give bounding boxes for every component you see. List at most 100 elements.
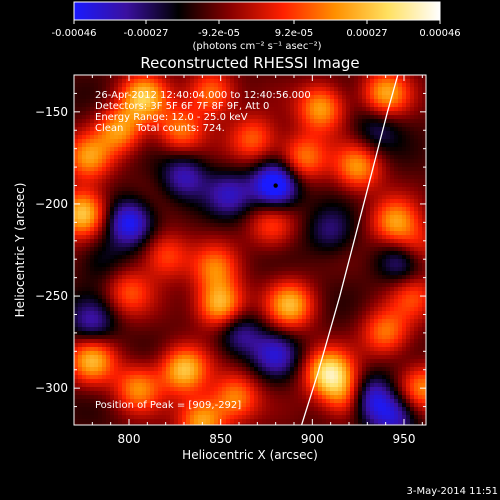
heatmap-cell [322, 123, 326, 127]
heatmap-cell [186, 283, 190, 287]
heatmap-cell [310, 99, 314, 103]
heatmap-cell [350, 163, 354, 167]
heatmap-cell [194, 271, 198, 275]
heatmap-cell [354, 187, 358, 191]
heatmap-cell [158, 147, 162, 151]
heatmap-cell [218, 79, 222, 83]
heatmap-cell [118, 143, 122, 147]
heatmap-cell [278, 115, 282, 119]
heatmap-cell [306, 179, 310, 183]
heatmap-cell [406, 259, 410, 263]
heatmap-cell [302, 295, 306, 299]
heatmap-cell [314, 111, 318, 115]
heatmap-cell [174, 195, 178, 199]
heatmap-cell [402, 271, 406, 275]
heatmap-cell [386, 135, 390, 139]
heatmap-cell [398, 191, 402, 195]
heatmap-cell [178, 263, 182, 267]
heatmap-cell [190, 151, 194, 155]
heatmap-cell [190, 227, 194, 231]
heatmap-cell [254, 247, 258, 251]
heatmap-cell [406, 195, 410, 199]
heatmap-cell [334, 175, 338, 179]
heatmap-cell [178, 75, 182, 79]
heatmap-cell [138, 239, 142, 243]
heatmap-cell [374, 259, 378, 263]
heatmap-cell [322, 247, 326, 251]
heatmap-cell [170, 123, 174, 127]
heatmap-cell [382, 131, 386, 135]
heatmap-cell [414, 203, 418, 207]
heatmap-cell [102, 247, 106, 251]
heatmap-cell [94, 131, 98, 135]
heatmap-cell [262, 187, 266, 191]
heatmap-cell [194, 259, 198, 263]
heatmap-cell [358, 243, 362, 247]
heatmap-cell [386, 211, 390, 215]
heatmap-cell [90, 199, 94, 203]
heatmap-cell [326, 211, 330, 215]
heatmap-cell [186, 199, 190, 203]
heatmap-cell [142, 211, 146, 215]
heatmap-cell [390, 119, 394, 123]
heatmap-cell [262, 231, 266, 235]
heatmap-cell [378, 175, 382, 179]
heatmap-cell [382, 259, 386, 263]
heatmap-cell [362, 219, 366, 223]
heatmap-cell [362, 263, 366, 267]
heatmap-cell [206, 79, 210, 83]
heatmap-cell [262, 251, 266, 255]
heatmap-cell [362, 123, 366, 127]
heatmap-cell [350, 259, 354, 263]
heatmap-cell [238, 195, 242, 199]
heatmap-cell [286, 259, 290, 263]
heatmap-cell [154, 111, 158, 115]
heatmap-cell [418, 187, 422, 191]
heatmap-cell [174, 135, 178, 139]
heatmap-cell [190, 207, 194, 211]
heatmap-cell [170, 203, 174, 207]
heatmap-cell [202, 163, 206, 167]
heatmap-cell [170, 171, 174, 175]
heatmap-cell [326, 111, 330, 115]
heatmap-cell [166, 287, 170, 291]
heatmap-cell [254, 279, 258, 283]
heatmap-cell [310, 127, 314, 131]
heatmap-cell [414, 259, 418, 263]
heatmap-cell [414, 115, 418, 119]
heatmap-cell [118, 87, 122, 91]
heatmap-cell [306, 183, 310, 187]
heatmap-cell [194, 219, 198, 223]
heatmap-cell [330, 207, 334, 211]
heatmap-cell [422, 179, 426, 183]
heatmap-cell [174, 131, 178, 135]
heatmap-cell [394, 287, 398, 291]
heatmap-cell [258, 127, 262, 131]
heatmap-cell [278, 135, 282, 139]
heatmap-cell [318, 115, 322, 119]
heatmap-cell [222, 103, 226, 107]
heatmap-cell [402, 143, 406, 147]
heatmap-cell [210, 183, 214, 187]
heatmap-cell [182, 119, 186, 123]
heatmap-cell [90, 267, 94, 271]
heatmap-cell [306, 155, 310, 159]
heatmap-cell [410, 247, 414, 251]
heatmap-cell [278, 83, 282, 87]
heatmap-cell [282, 103, 286, 107]
heatmap-area [74, 75, 426, 425]
heatmap-cell [178, 163, 182, 167]
heatmap-cell [286, 115, 290, 119]
heatmap-cell [342, 171, 346, 175]
heatmap-cell [166, 203, 170, 207]
heatmap-cell [150, 287, 154, 291]
heatmap-cell [314, 99, 318, 103]
heatmap-cell [286, 103, 290, 107]
heatmap-cell [398, 175, 402, 179]
heatmap-cell [282, 199, 286, 203]
heatmap-cell [258, 103, 262, 107]
heatmap-cell [74, 183, 78, 187]
heatmap-cell [326, 143, 330, 147]
heatmap-cell [206, 103, 210, 107]
heatmap-cell [166, 103, 170, 107]
